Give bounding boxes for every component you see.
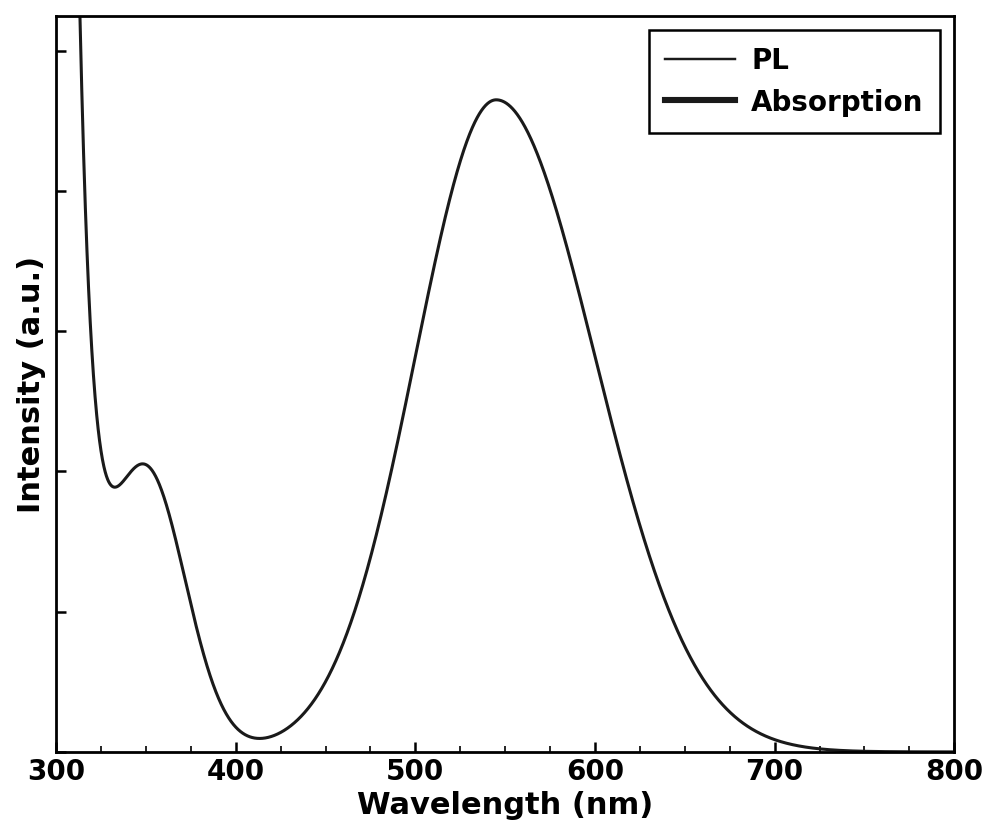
X-axis label: Wavelength (nm): Wavelength (nm) <box>357 790 653 819</box>
Y-axis label: Intensity (a.u.): Intensity (a.u.) <box>17 256 46 512</box>
Legend: PL, Absorption: PL, Absorption <box>649 31 940 134</box>
